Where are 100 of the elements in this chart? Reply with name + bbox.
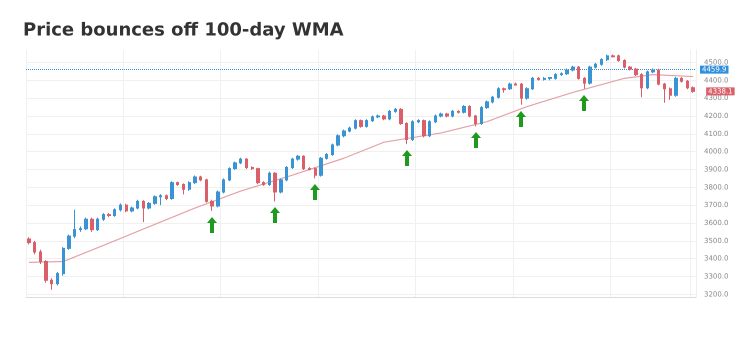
candlestick — [39, 249, 42, 265]
candlestick — [520, 82, 523, 106]
candlestick — [462, 104, 466, 114]
candlestick — [27, 236, 31, 245]
candlestick — [382, 114, 386, 121]
candlestick — [606, 54, 609, 62]
candlestick — [480, 106, 483, 126]
candlestick — [548, 76, 552, 81]
candlestick — [268, 171, 271, 186]
candlestick — [73, 209, 76, 239]
candlestick — [210, 199, 214, 212]
candlestick — [296, 154, 300, 162]
candlestick — [302, 154, 305, 171]
candlestick — [600, 58, 603, 66]
candlestick — [485, 100, 489, 110]
candlestick — [56, 272, 59, 286]
candlestick — [359, 119, 363, 128]
candlestick — [84, 217, 88, 231]
candlestick — [514, 82, 517, 86]
candlestick — [439, 112, 443, 118]
candlestick — [245, 158, 248, 170]
candlestick — [102, 212, 105, 222]
candlestick — [674, 76, 678, 98]
candlestick — [331, 143, 334, 156]
candlestick — [251, 166, 254, 171]
candlestick — [199, 175, 202, 182]
candlestick — [411, 120, 414, 142]
candlestick — [182, 182, 185, 195]
candlestick — [434, 114, 437, 124]
candlestick — [90, 217, 94, 232]
candlestick — [291, 157, 294, 170]
candlestick — [273, 172, 277, 202]
candlestick — [508, 82, 512, 90]
candlestick — [405, 122, 408, 145]
candlestick — [170, 180, 174, 200]
candlestick — [67, 234, 71, 250]
candlestick — [502, 86, 506, 94]
candlestick — [142, 200, 145, 223]
candlestick — [628, 66, 632, 72]
candlestick — [279, 178, 283, 194]
candlestick — [422, 119, 426, 138]
candlestick — [153, 194, 157, 206]
candlestick — [474, 114, 477, 127]
candlestick — [96, 217, 99, 232]
candlestick — [113, 208, 116, 218]
candlestick — [388, 109, 391, 121]
candlestick — [239, 157, 242, 165]
candlestick — [308, 166, 311, 171]
candlestick — [33, 240, 36, 255]
candlestick — [342, 129, 346, 138]
candlestick — [285, 166, 288, 182]
candlestick — [669, 86, 672, 100]
candlestick — [537, 76, 540, 82]
candlestick — [371, 114, 374, 123]
candlestick — [543, 76, 546, 82]
candlestick — [222, 178, 225, 194]
candlestick — [468, 104, 471, 118]
candlestick — [680, 76, 683, 83]
candlestick — [216, 190, 220, 208]
candlestick — [50, 278, 53, 290]
candlestick — [611, 54, 615, 58]
candlestick — [119, 202, 122, 212]
candlestick — [554, 72, 557, 80]
candlestick — [130, 206, 134, 213]
candlestick — [336, 134, 340, 147]
chart-title: Price bounces off 100-day WMA — [23, 20, 344, 40]
candlestick — [136, 199, 139, 210]
candlestick — [577, 66, 580, 80]
candlestick — [107, 212, 111, 218]
candlestick — [325, 152, 328, 160]
candlestick — [44, 260, 48, 284]
candlestick — [399, 108, 403, 126]
candlestick — [314, 166, 317, 179]
candlestick — [188, 180, 191, 192]
candlestick — [376, 114, 380, 119]
candlestick — [663, 82, 666, 104]
candlestick — [62, 246, 65, 276]
candlestick — [394, 107, 397, 114]
candlestick — [79, 226, 82, 232]
candlestick — [686, 79, 689, 90]
candlestick — [256, 167, 260, 185]
candlestick — [634, 67, 638, 77]
candlestick — [354, 118, 357, 130]
candlestick — [560, 72, 563, 76]
candlestick — [125, 203, 128, 213]
candlestick — [623, 58, 626, 70]
candlestick — [657, 68, 660, 86]
candlestick — [147, 201, 151, 210]
candlestick — [491, 95, 494, 104]
candlestick — [640, 72, 643, 98]
candlestick — [531, 76, 534, 90]
candlestick — [525, 86, 529, 100]
candlestick — [365, 118, 368, 128]
candlestick — [262, 180, 265, 186]
candlestick — [445, 112, 449, 118]
candlestick — [457, 110, 460, 114]
candlestick — [417, 118, 420, 124]
line-series — [28, 74, 694, 263]
candlestick — [583, 76, 586, 90]
candlestick — [233, 160, 237, 170]
